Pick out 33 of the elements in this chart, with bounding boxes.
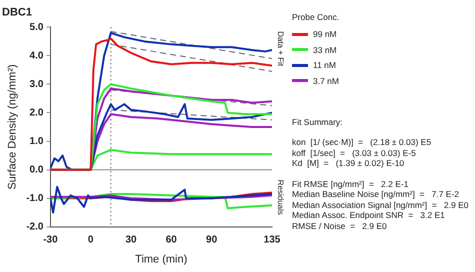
legend-label: 99 nM: [313, 29, 337, 40]
y-tick-label: -1.0: [26, 193, 44, 204]
x-tick-label: 0: [88, 234, 94, 246]
text: Fit RMSE [ng/mm²] = 2.2 E-1: [292, 178, 410, 189]
legend-label: 11 nM: [313, 60, 336, 70]
y-tick-label: 2.0: [30, 107, 44, 118]
x-tick-label: 30: [125, 234, 137, 246]
x-tick-label: 135: [264, 234, 281, 246]
y-tick-label: 3.0: [30, 78, 44, 90]
y-tick-label: 4.0: [30, 50, 44, 62]
legend-label: 33 nM: [313, 44, 337, 55]
legend-title: Probe Conc.: [292, 12, 340, 22]
x-tick-label: 60: [166, 234, 178, 246]
text: Median Baseline Noise [ng/mm²] = 7.7 E-2: [292, 189, 460, 200]
text: RMSE / Noise = 2.9 E0: [292, 220, 388, 231]
x-axis-title: Time (min): [135, 253, 188, 266]
y-tick-label: 0.0: [30, 164, 44, 176]
legend-label: 3.7 nM: [313, 76, 339, 86]
text: koff [1/sec] = (3.03 ± 0.03) E-5: [292, 148, 417, 158]
y-tick-label: 1.0: [30, 136, 44, 148]
text: Fit Summary:: [292, 116, 344, 127]
text: Kd [M] = (1.39 ± 0.02) E-10: [292, 158, 406, 168]
x-tick-label: -30: [43, 234, 58, 246]
text: Data + Fit: [276, 31, 285, 67]
text: Residuals: [276, 180, 285, 215]
y-tick-label: -2.0: [26, 222, 44, 233]
chart-title: DBC1: [2, 6, 32, 19]
text: kon [1/ (sec·M)] = (2.18 ± 0.03) E5: [292, 137, 432, 148]
y-tick-label: 5.0: [30, 22, 44, 33]
x-tick-label: 90: [206, 234, 218, 246]
text: Median Assoc. Endpoint SNR = 3.2 E1: [292, 210, 446, 220]
y-axis-title: Surface Density (ng/mm²): [6, 64, 19, 190]
text: Median Association Signal [ng/mm²] = 2.9 E0: [292, 200, 470, 210]
